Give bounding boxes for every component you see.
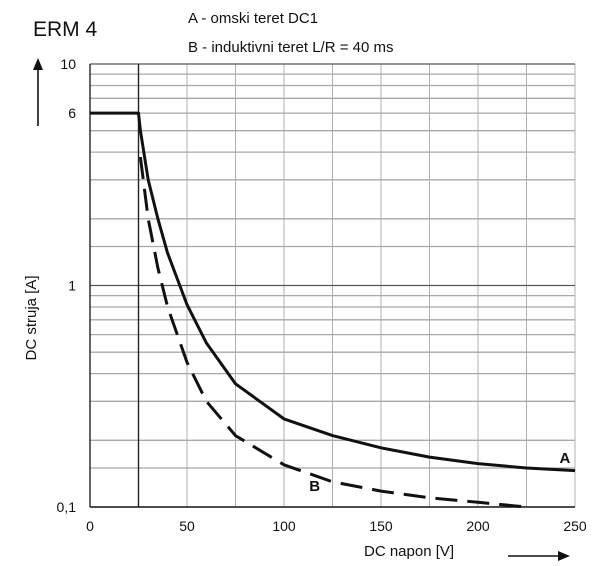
legend-entry-b: B - induktivni teret L/R = 40 ms [188,39,394,56]
x-axis-label: DC napon [V] [364,543,454,560]
series-layer: AB [90,111,576,509]
legend-entry-a: A - omski teret DC1 [188,10,318,27]
series-line-a [90,111,576,473]
grid [89,63,576,508]
y-tick-label: 1 [68,278,76,294]
y-axis-label: DC struja [A] [23,275,40,360]
x-tick-label: 150 [369,518,393,534]
x-tick-label: 250 [563,518,587,534]
y-tick-label: 0,1 [57,499,77,515]
x-axis-arrow-icon [508,551,570,561]
tick-labels: 0 50 100 150 200 250 0,1 1 6 10 [57,56,587,534]
y-tick-label: 6 [68,105,76,121]
series-label-b: B [309,478,320,495]
x-tick-label: 100 [272,518,296,534]
y-axis-arrow-icon [33,58,43,126]
chart-title: ERM 4 [33,18,98,41]
x-tick-label: 0 [86,518,94,534]
series-label-a: A [559,450,570,467]
axes [89,64,575,508]
x-tick-label: 200 [466,518,490,534]
series-line-b [138,156,527,509]
x-tick-label: 50 [179,518,195,534]
y-tick-label: 10 [60,56,76,72]
